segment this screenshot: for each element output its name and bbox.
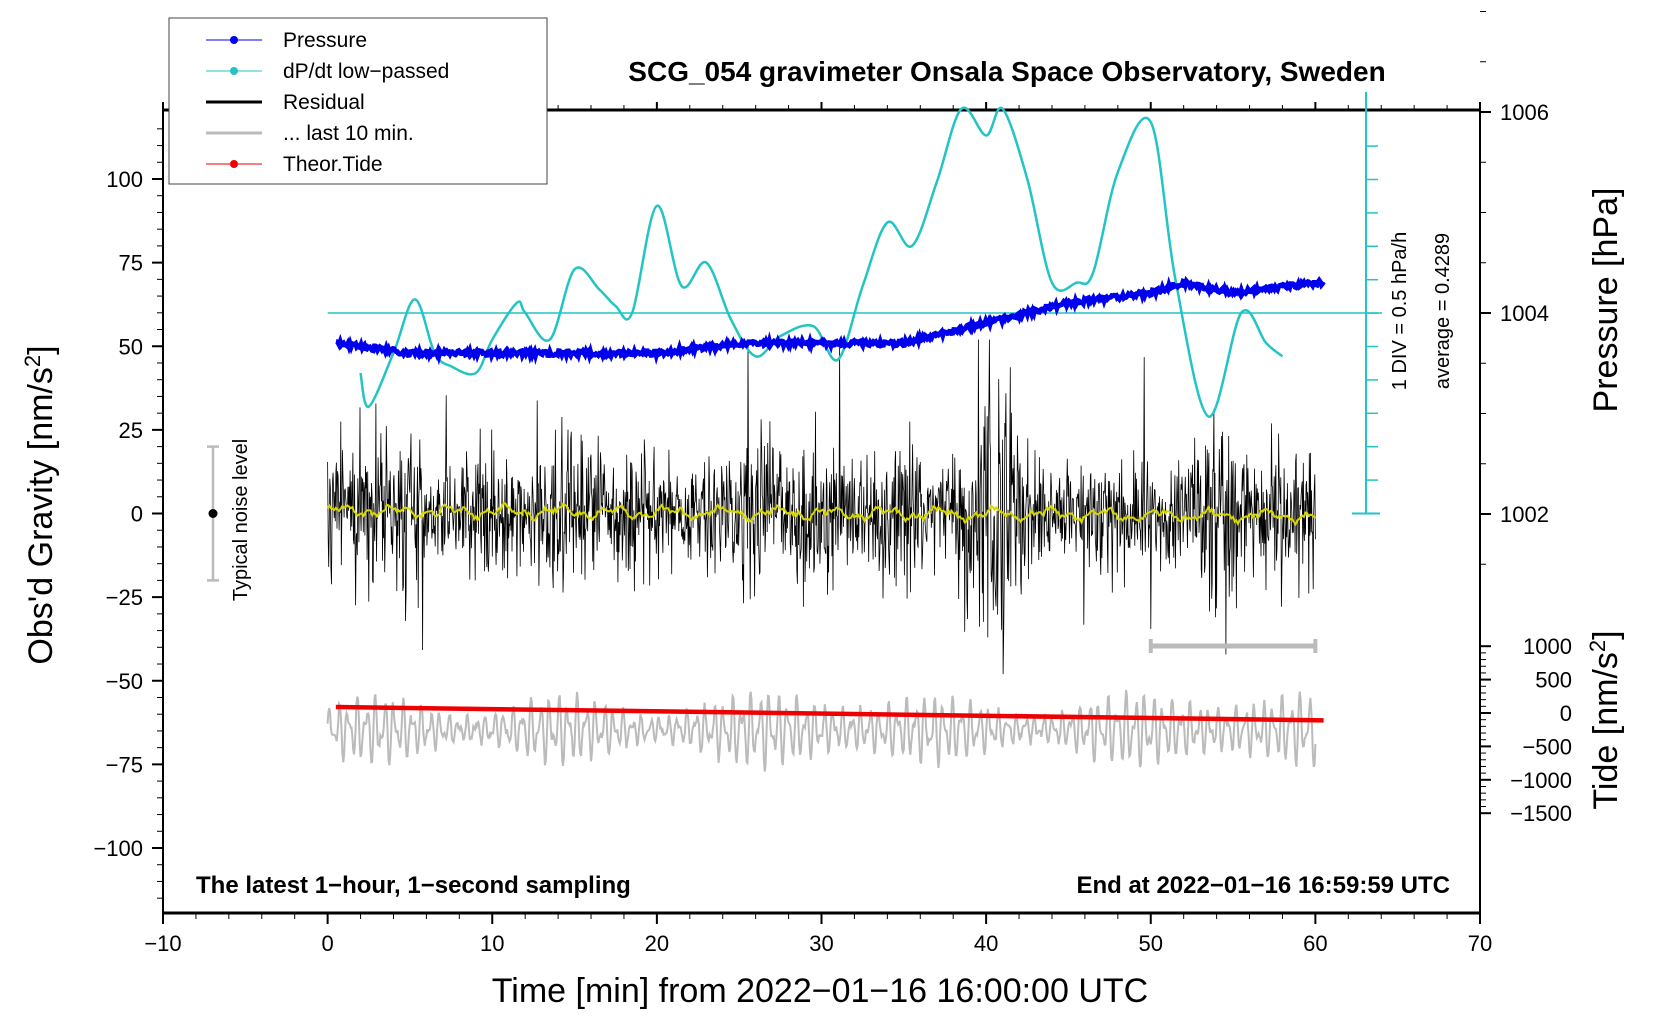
theor-tide-series xyxy=(335,704,1324,723)
tide-tick-label: 500 xyxy=(1535,668,1572,693)
x-tick-label: 40 xyxy=(974,931,998,956)
last-10-min-bracket xyxy=(1148,639,1318,653)
noise-level-marker xyxy=(207,445,219,582)
tide-tick-label: 1000 xyxy=(1523,634,1572,659)
legend-label-4: Theor.Tide xyxy=(283,153,383,176)
y-axis-label: Obs'd Gravity [nm/s2] xyxy=(20,345,61,664)
pressure-series xyxy=(335,275,1326,366)
y-tick-label: 25 xyxy=(119,418,143,443)
legend-label-3: ... last 10 min. xyxy=(283,122,414,145)
bottom-right-note: End at 2022−01−16 16:59:59 UTC xyxy=(1076,872,1450,899)
legend-label-2: Residual xyxy=(283,91,365,114)
residual-line xyxy=(327,339,1316,675)
residual-series xyxy=(327,339,1316,675)
legend-label-1: dP/dt low−passed xyxy=(283,60,449,83)
x-tick-label: 60 xyxy=(1303,931,1327,956)
tide-tick-label: 0 xyxy=(1560,701,1572,726)
pressure-axis-ticks: 1006 1004 1002 xyxy=(1480,11,1549,565)
residual-smoothed-line xyxy=(326,501,1317,527)
tide-tick-label: −1500 xyxy=(1510,801,1572,826)
legend-marker-1 xyxy=(230,67,238,75)
dpdt-line xyxy=(359,106,1284,418)
x-axis-ticks: −10 0 10 20 30 40 50 60 70 xyxy=(144,102,1492,956)
pressure-tick-label: 1002 xyxy=(1500,502,1549,527)
tide-axis-ticks: 1000 500 0 −500 −1000 −1500 xyxy=(1480,634,1572,826)
y-tick-label: −100 xyxy=(93,836,143,861)
x-tick-label: 10 xyxy=(480,931,504,956)
chart-title: SCG_054 gravimeter Onsala Space Observat… xyxy=(628,56,1385,87)
y-tick-label: 50 xyxy=(119,334,143,359)
x-axis-label: Time [min] from 2022−01−16 16:00:00 UTC xyxy=(492,972,1148,1010)
legend-marker-4 xyxy=(230,160,238,168)
x-tick-label: 70 xyxy=(1468,931,1492,956)
x-tick-label: −10 xyxy=(144,931,181,956)
theor-tide-line xyxy=(335,704,1324,723)
pressure-tick-label: 1004 xyxy=(1500,301,1549,326)
last-10-min-series xyxy=(326,689,1317,772)
residual-smoothed-series xyxy=(326,501,1317,527)
dpdt-series xyxy=(327,106,1382,418)
legend: Pressure dP/dt low−passed Residual ... last… xyxy=(206,29,449,176)
last-10-min-line xyxy=(326,689,1317,772)
y-tick-label: −75 xyxy=(106,752,143,777)
pressure-axis-label: Pressure [hPa] xyxy=(1587,188,1625,413)
dpdt-scale-bar xyxy=(1352,91,1380,515)
legend-marker-0 xyxy=(230,36,238,44)
y-tick-label: −50 xyxy=(106,669,143,694)
pressure-tick-label: 1006 xyxy=(1500,100,1549,125)
bottom-left-note: The latest 1−hour, 1−second sampling xyxy=(196,872,631,899)
dpdt-scale-label: 1 DIV = 0.5 hPa/h xyxy=(1389,232,1411,390)
x-tick-label: 30 xyxy=(809,931,833,956)
noise-level-label: Typical noise level xyxy=(230,439,252,601)
y-axis-ticks: 100 75 50 25 0 −25 −50 −75 −100 xyxy=(93,128,163,899)
pressure-line xyxy=(335,275,1326,366)
legend-label-0: Pressure xyxy=(283,29,367,52)
tide-tick-label: −1000 xyxy=(1510,768,1572,793)
dpdt-average-label: average = 0.4289 xyxy=(1432,233,1454,389)
x-tick-label: 20 xyxy=(645,931,669,956)
tide-tick-label: −500 xyxy=(1522,734,1572,759)
tide-axis-label: Tide [nm/s2] xyxy=(1585,630,1626,809)
x-tick-label: 50 xyxy=(1139,931,1163,956)
x-tick-label: 0 xyxy=(322,931,334,956)
y-tick-label: 100 xyxy=(106,167,143,192)
noise-center-dot xyxy=(208,509,218,518)
y-tick-label: 75 xyxy=(119,251,143,276)
y-tick-label: 0 xyxy=(131,502,143,527)
y-tick-label: −25 xyxy=(106,585,143,610)
